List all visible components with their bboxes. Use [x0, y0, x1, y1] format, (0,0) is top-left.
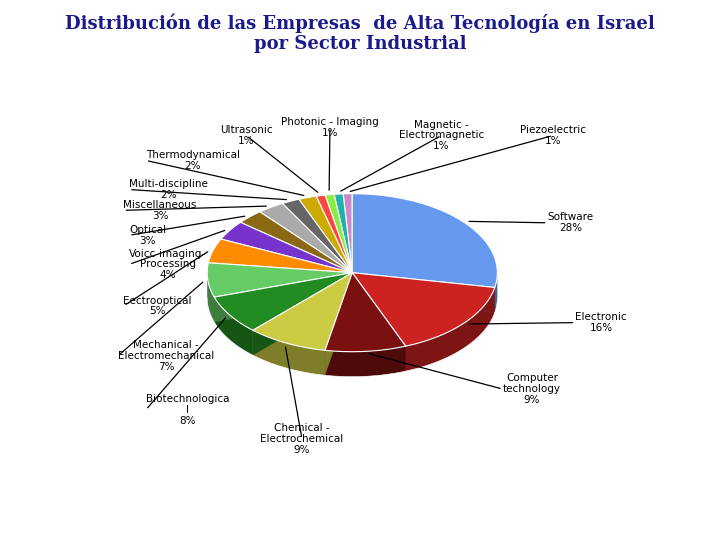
- Polygon shape: [253, 273, 352, 355]
- Polygon shape: [215, 273, 352, 322]
- Polygon shape: [207, 263, 352, 297]
- Polygon shape: [253, 330, 325, 375]
- Polygon shape: [352, 273, 495, 313]
- Text: Optical
3%: Optical 3%: [129, 225, 166, 246]
- Polygon shape: [352, 194, 498, 287]
- Polygon shape: [299, 196, 352, 273]
- Polygon shape: [253, 273, 352, 355]
- Text: Ultrasonic
1%: Ultrasonic 1%: [220, 125, 273, 146]
- Text: Electronic
16%: Electronic 16%: [575, 312, 627, 333]
- Polygon shape: [215, 273, 352, 322]
- Polygon shape: [352, 273, 405, 371]
- Polygon shape: [215, 273, 352, 330]
- Polygon shape: [334, 194, 352, 273]
- Polygon shape: [282, 199, 352, 273]
- Polygon shape: [405, 287, 495, 371]
- Polygon shape: [352, 273, 405, 371]
- Text: Magnetic -
Electromagnetic
1%: Magnetic - Electromagnetic 1%: [399, 120, 484, 151]
- Polygon shape: [221, 222, 352, 273]
- Text: Multi-discipline
2%: Multi-discipline 2%: [129, 179, 208, 200]
- Polygon shape: [495, 274, 498, 313]
- Text: Piezoelectric
1%: Piezoelectric 1%: [520, 125, 586, 146]
- Polygon shape: [215, 297, 253, 355]
- Text: Miscellaneous
3%: Miscellaneous 3%: [124, 200, 197, 221]
- Text: Voicc-imaging-
Processing
4%: Voicc-imaging- Processing 4%: [129, 248, 206, 280]
- Text: Computer
technology
9%: Computer technology 9%: [503, 373, 561, 405]
- Polygon shape: [352, 273, 495, 346]
- Text: Biotechnologica
l
8%: Biotechnologica l 8%: [145, 394, 229, 426]
- Polygon shape: [316, 195, 352, 273]
- Text: Eectrooptical
5%: Eectrooptical 5%: [124, 295, 192, 316]
- Polygon shape: [207, 273, 215, 322]
- Text: Photonic - Imaging
1%: Photonic - Imaging 1%: [281, 117, 379, 138]
- Polygon shape: [240, 212, 352, 273]
- Polygon shape: [260, 204, 352, 273]
- Text: Chemical -
Electrochemical
9%: Chemical - Electrochemical 9%: [261, 423, 343, 455]
- Polygon shape: [325, 194, 352, 273]
- Text: por Sector Industrial: por Sector Industrial: [253, 35, 467, 53]
- Text: Thermodynamical
2%: Thermodynamical 2%: [145, 150, 240, 171]
- Polygon shape: [343, 194, 352, 273]
- Polygon shape: [325, 346, 405, 377]
- Polygon shape: [208, 239, 352, 273]
- Text: Distribución de las Empresas  de Alta Tecnología en Israel: Distribución de las Empresas de Alta Tec…: [65, 14, 655, 33]
- Polygon shape: [253, 273, 352, 350]
- Text: Software
28%: Software 28%: [547, 212, 594, 233]
- Text: Mechanical -
Electromechanical
7%: Mechanical - Electromechanical 7%: [118, 340, 214, 372]
- Polygon shape: [352, 273, 495, 313]
- Polygon shape: [325, 273, 405, 352]
- Polygon shape: [325, 273, 352, 375]
- Polygon shape: [325, 273, 352, 375]
